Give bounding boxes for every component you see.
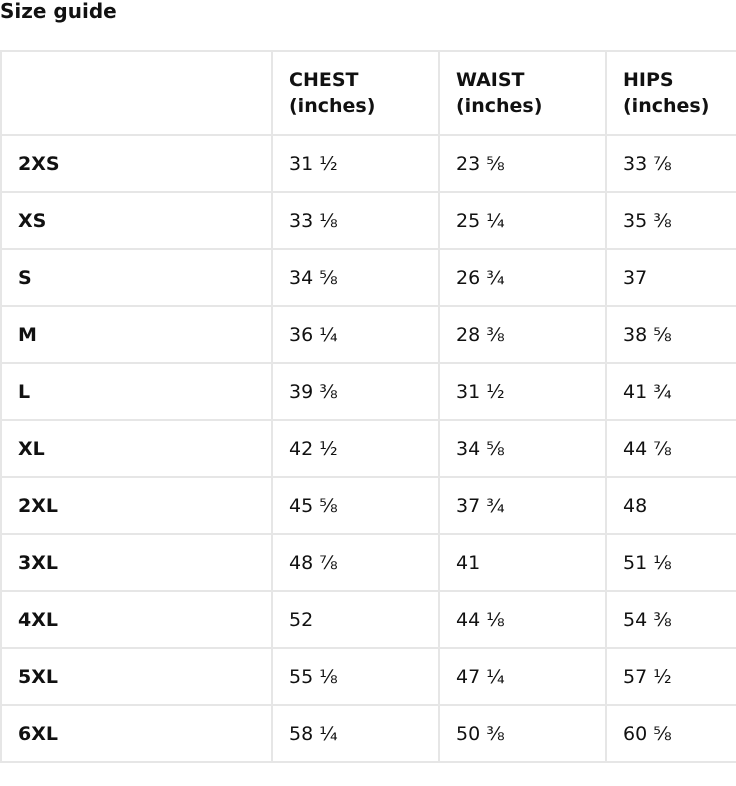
size-cell: 6XL: [0, 704, 273, 763]
hips-cell: 41 ¾: [605, 362, 736, 421]
table-row: 5XL 55 ⅛ 47 ¼ 57 ½: [0, 647, 736, 706]
page-title: Size guide: [0, 0, 117, 23]
chest-cell: 34 ⅝: [271, 248, 440, 307]
hips-cell: 44 ⅞: [605, 419, 736, 478]
hips-cell: 57 ½: [605, 647, 736, 706]
header-hips: HIPS (inches): [605, 50, 736, 136]
chest-cell: 31 ½: [271, 134, 440, 193]
table-row: 2XS 31 ½ 23 ⅝ 33 ⅞: [0, 134, 736, 193]
hips-cell: 54 ⅜: [605, 590, 736, 649]
hips-cell: 33 ⅞: [605, 134, 736, 193]
table-row: 2XL 45 ⅝ 37 ¾ 48: [0, 476, 736, 535]
table-row: XL 42 ½ 34 ⅝ 44 ⅞: [0, 419, 736, 478]
header-waist: WAIST (inches): [438, 50, 607, 136]
waist-cell: 23 ⅝: [438, 134, 607, 193]
header-chest: CHEST (inches): [271, 50, 440, 136]
chest-cell: 39 ⅜: [271, 362, 440, 421]
chest-cell: 52: [271, 590, 440, 649]
chest-cell: 45 ⅝: [271, 476, 440, 535]
hips-cell: 35 ⅜: [605, 191, 736, 250]
header-row: CHEST (inches) WAIST (inches) HIPS (inches): [0, 50, 736, 136]
size-cell: L: [0, 362, 273, 421]
waist-cell: 25 ¼: [438, 191, 607, 250]
waist-cell: 31 ½: [438, 362, 607, 421]
header-label: WAIST: [456, 69, 525, 91]
chest-cell: 42 ½: [271, 419, 440, 478]
waist-cell: 26 ¾: [438, 248, 607, 307]
waist-cell: 34 ⅝: [438, 419, 607, 478]
size-cell: 5XL: [0, 647, 273, 706]
size-guide-table: CHEST (inches) WAIST (inches) HIPS (inches)…: [0, 50, 736, 763]
hips-cell: 38 ⅝: [605, 305, 736, 364]
table-row: 4XL 52 44 ⅛ 54 ⅜: [0, 590, 736, 649]
hips-cell: 48: [605, 476, 736, 535]
size-cell: XS: [0, 191, 273, 250]
table-row: 6XL 58 ¼ 50 ⅜ 60 ⅝: [0, 704, 736, 763]
waist-cell: 28 ⅜: [438, 305, 607, 364]
header-unit: (inches): [456, 95, 543, 117]
hips-cell: 51 ⅛: [605, 533, 736, 592]
size-cell: XL: [0, 419, 273, 478]
size-cell: S: [0, 248, 273, 307]
table-row: L 39 ⅜ 31 ½ 41 ¾: [0, 362, 736, 421]
waist-cell: 41: [438, 533, 607, 592]
chest-cell: 33 ⅛: [271, 191, 440, 250]
chest-cell: 58 ¼: [271, 704, 440, 763]
chest-cell: 55 ⅛: [271, 647, 440, 706]
header-label: HIPS: [623, 69, 674, 91]
table-row: S 34 ⅝ 26 ¾ 37: [0, 248, 736, 307]
waist-cell: 50 ⅜: [438, 704, 607, 763]
hips-cell: 37: [605, 248, 736, 307]
header-size: [0, 50, 273, 136]
waist-cell: 44 ⅛: [438, 590, 607, 649]
table-row: M 36 ¼ 28 ⅜ 38 ⅝: [0, 305, 736, 364]
hips-cell: 60 ⅝: [605, 704, 736, 763]
header-label: CHEST: [289, 69, 359, 91]
waist-cell: 37 ¾: [438, 476, 607, 535]
waist-cell: 47 ¼: [438, 647, 607, 706]
chest-cell: 36 ¼: [271, 305, 440, 364]
size-cell: M: [0, 305, 273, 364]
header-unit: (inches): [289, 95, 376, 117]
size-cell: 2XS: [0, 134, 273, 193]
size-cell: 4XL: [0, 590, 273, 649]
table-row: 3XL 48 ⅞ 41 51 ⅛: [0, 533, 736, 592]
table-row: XS 33 ⅛ 25 ¼ 35 ⅜: [0, 191, 736, 250]
chest-cell: 48 ⅞: [271, 533, 440, 592]
size-cell: 3XL: [0, 533, 273, 592]
header-unit: (inches): [623, 95, 710, 117]
size-cell: 2XL: [0, 476, 273, 535]
